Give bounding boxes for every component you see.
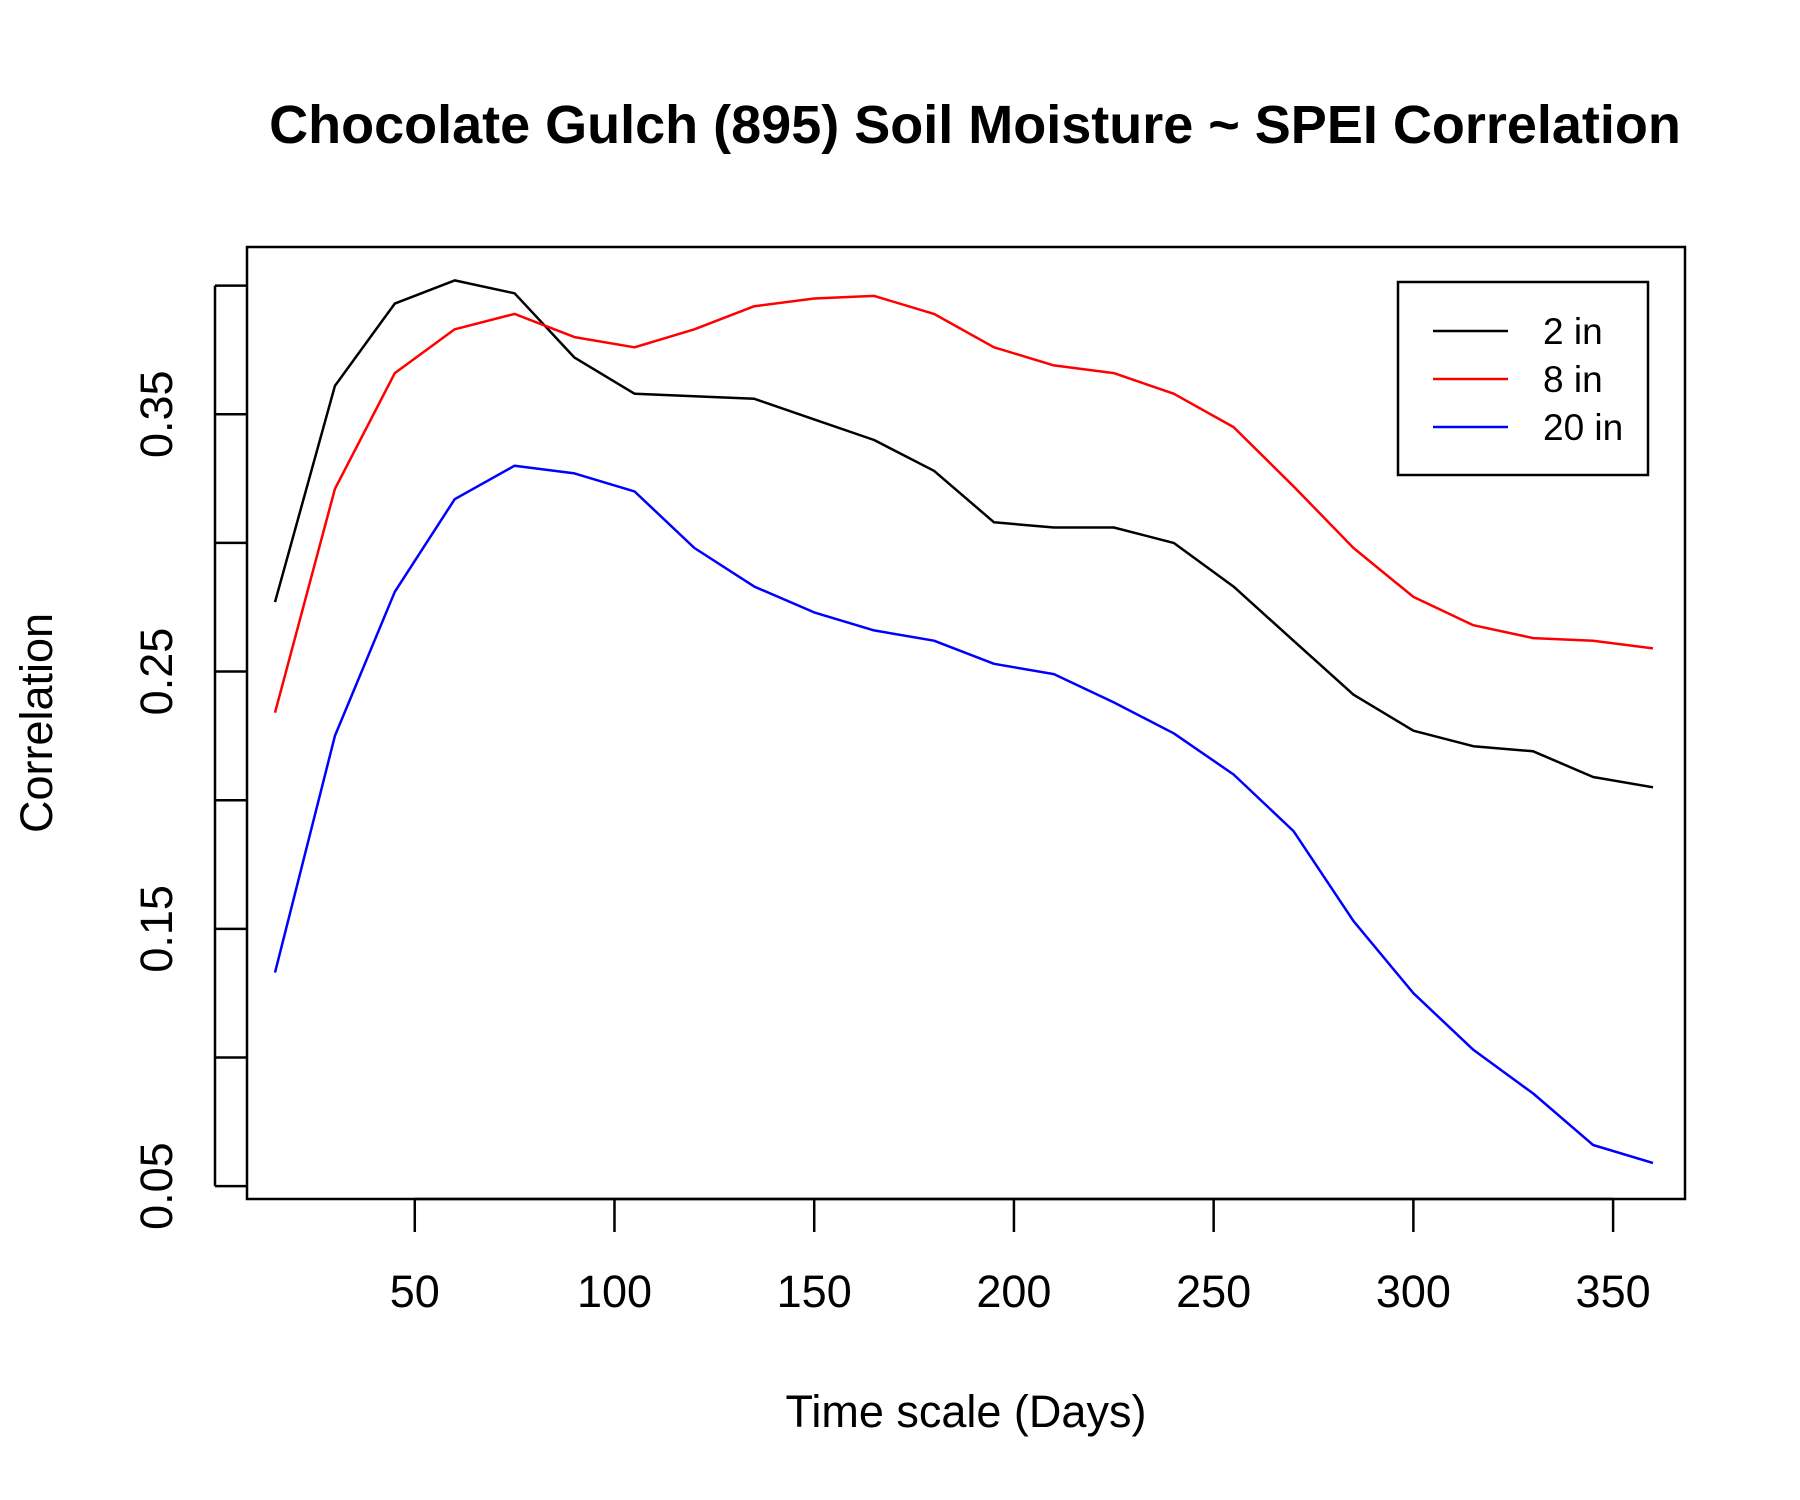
x-tick-label: 100 — [577, 1266, 652, 1317]
series-layer — [273, 279, 1654, 1165]
y-tick-label: 0.15 — [131, 885, 182, 973]
legend-label: 20 in — [1543, 407, 1623, 448]
series-line-8-in — [273, 294, 1654, 714]
legend: 2 in 8 in 20 in — [1396, 280, 1650, 477]
legend-label: 8 in — [1543, 359, 1603, 400]
x-tick-label: 200 — [976, 1266, 1051, 1317]
x-axis: 50 100 150 200 250 300 350 — [390, 1197, 1651, 1317]
legend-label: 2 in — [1543, 311, 1603, 352]
y-tick-label: 0.35 — [131, 370, 182, 458]
x-tick-label: 350 — [1576, 1266, 1651, 1317]
series-line-20-in — [273, 464, 1654, 1165]
y-tick-label: 0.25 — [131, 628, 182, 716]
legend-items: 2 in 8 in 20 in — [1433, 311, 1623, 448]
x-tick-label: 50 — [390, 1266, 440, 1317]
y-tick-label: 0.05 — [131, 1142, 182, 1230]
y-axis-label: Correlation — [11, 613, 62, 833]
x-axis-label: Time scale (Days) — [786, 1386, 1147, 1437]
x-tick-label: 300 — [1376, 1266, 1451, 1317]
chart-title: Chocolate Gulch (895) Soil Moisture ~ SP… — [269, 95, 1681, 155]
series-line-2-in — [273, 279, 1654, 789]
y-axis: 0.05 0.15 0.25 0.35 — [131, 284, 247, 1230]
x-tick-label: 150 — [777, 1266, 852, 1317]
x-tick-label: 250 — [1176, 1266, 1251, 1317]
